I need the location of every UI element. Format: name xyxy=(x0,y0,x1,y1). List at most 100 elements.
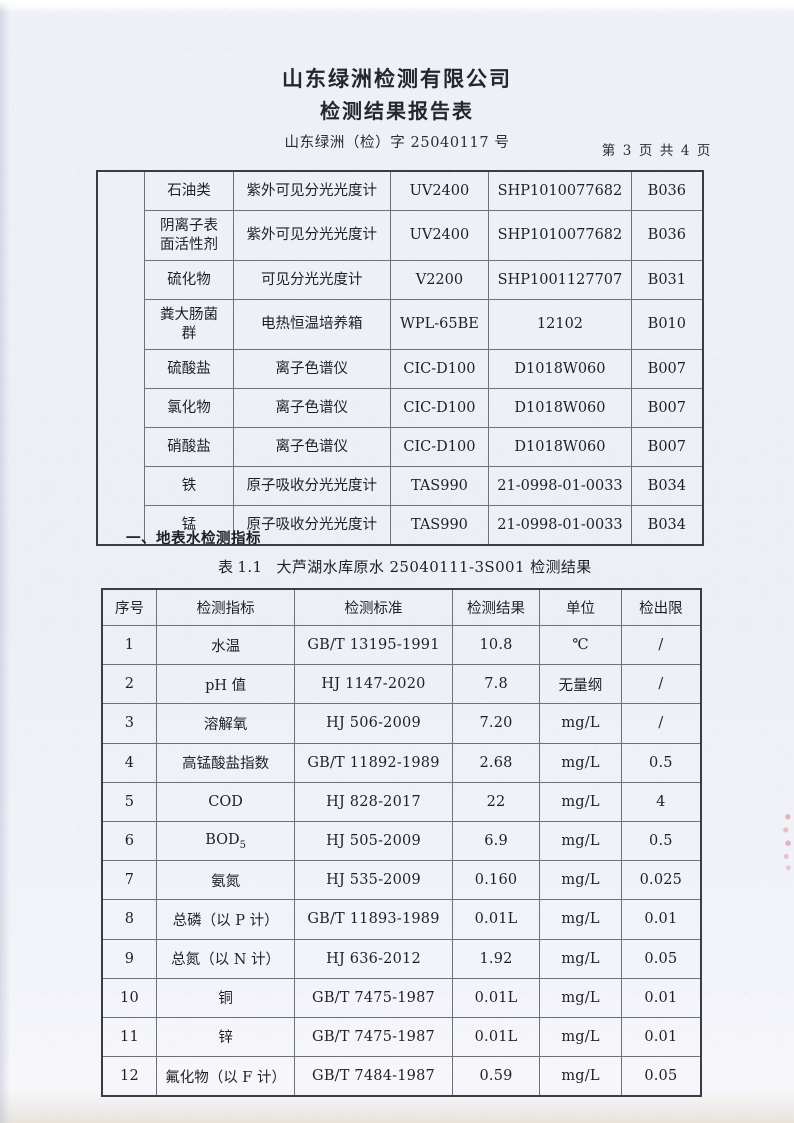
document-header: 山东绿洲检测有限公司 检测结果报告表 山东绿洲（检）字 25040117 号 xyxy=(0,64,794,154)
cell-item: 铁 xyxy=(144,466,234,506)
scan-edge-shadow-left xyxy=(0,0,10,1123)
column-header-item: 检测指标 xyxy=(155,588,296,626)
cell-standard: GB/T 11892-1989 xyxy=(294,742,453,783)
cell-item: 氟化物（以 F 计） xyxy=(155,1056,296,1097)
cell-standard: HJ 636-2012 xyxy=(294,938,453,979)
cell-result: 0.160 xyxy=(451,860,541,901)
cell-standard: HJ 535-2009 xyxy=(294,860,453,901)
cell-unit: mg/L xyxy=(539,938,622,979)
cell-unit: mg/L xyxy=(539,781,622,822)
cell-unit: mg/L xyxy=(539,820,622,862)
cell-item: 总磷（以 P 计） xyxy=(155,899,296,940)
table-row: 8 总磷（以 P 计） GB/T 11893-1989 0.01L mg/L 0.01 xyxy=(101,899,702,940)
cell-no: 12 xyxy=(101,1056,157,1097)
cell-no: 6 xyxy=(101,820,157,862)
cell-model: V2200 xyxy=(389,260,490,300)
cell-device: 紫外可见分光光度计 xyxy=(232,210,391,261)
table-row: 氯化物 离子色谱仪 CIC-D100 D1018W060 B007 xyxy=(97,388,704,428)
cell-code: B034 xyxy=(630,466,704,506)
column-header-result: 检测结果 xyxy=(451,588,541,626)
cell-model: UV2400 xyxy=(389,170,490,211)
cell-serial: D1018W060 xyxy=(488,388,632,428)
column-header-unit: 单位 xyxy=(539,588,622,626)
cell-item: 硝酸盐 xyxy=(144,427,234,467)
cell-unit: mg/L xyxy=(539,1016,622,1058)
cell-unit: mg/L xyxy=(539,977,622,1018)
cell-item: BOD5 xyxy=(155,820,296,862)
cell-limit: 0.025 xyxy=(620,860,702,901)
cell-device: 电热恒温培养箱 xyxy=(232,299,391,350)
cell-standard: HJ 505-2009 xyxy=(294,820,453,862)
cell-device: 离子色谱仪 xyxy=(232,427,391,467)
table-row: 硝酸盐 离子色谱仪 CIC-D100 D1018W060 B007 xyxy=(97,427,704,467)
cell-standard: GB/T 7475-1987 xyxy=(294,1016,453,1058)
table-caption: 表 1.1 大芦湖水库原水 25040111-3S001 检测结果 xyxy=(218,556,592,577)
cell-item: 石油类 xyxy=(144,170,234,211)
cell-limit: 0.01 xyxy=(620,1016,702,1058)
cell-no: 4 xyxy=(101,742,157,783)
cell-model: CIC-D100 xyxy=(389,427,490,467)
instrument-table: 石油类 紫外可见分光光度计 UV2400 SHP1010077682 B036 阴离子表面… xyxy=(96,170,704,546)
cell-item: 高锰酸盐指数 xyxy=(155,742,296,783)
table-row: 11 锌 GB/T 7475-1987 0.01L mg/L 0.01 xyxy=(101,1016,702,1058)
company-name: 山东绿洲检测有限公司 xyxy=(282,67,512,91)
cell-code: B007 xyxy=(630,349,704,389)
cell-result: 1.92 xyxy=(451,938,541,979)
caption-text: 大芦湖水库原水 25040111-3S001 检测结果 xyxy=(276,558,592,576)
cell-limit: 0.05 xyxy=(620,1056,702,1097)
caption-label: 表 xyxy=(218,558,234,576)
page-counter: 第 3 页 共 4 页 xyxy=(601,143,712,159)
cell-result: 0.01L xyxy=(451,899,541,940)
cell-item: 硫酸盐 xyxy=(144,349,234,389)
cell-result: 0.01L xyxy=(451,1016,541,1058)
table-row: 石油类 紫外可见分光光度计 UV2400 SHP1010077682 B036 xyxy=(97,170,704,545)
cell-item: pH 值 xyxy=(155,664,296,705)
cell-limit: 0.5 xyxy=(620,820,702,862)
cell-code: B010 xyxy=(630,299,704,350)
table-row: 7 氨氮 HJ 535-2009 0.160 mg/L 0.025 xyxy=(101,860,702,901)
section-heading: 一、地表水检测指标 xyxy=(126,531,261,547)
cell-no: 11 xyxy=(101,1016,157,1058)
cell-device: 离子色谱仪 xyxy=(232,388,391,428)
cell-item: 阴离子表 面活性剂 xyxy=(144,210,234,261)
cell-result: 0.01L xyxy=(451,977,541,1018)
cell-code: B031 xyxy=(630,260,704,300)
cell-code: B036 xyxy=(630,170,704,211)
instrument-table-margin-cell xyxy=(97,171,146,545)
cell-limit: 0.5 xyxy=(620,742,702,783)
cell-item: 粪大肠菌群 xyxy=(144,299,234,350)
cell-result: 7.20 xyxy=(451,703,541,744)
table-row: 1 水温 GB/T 13195-1991 10.8 ℃ / xyxy=(101,624,702,666)
cell-no: 10 xyxy=(101,977,157,1018)
scan-edge-shadow-top xyxy=(0,0,794,12)
cell-standard: GB/T 7475-1987 xyxy=(294,977,453,1018)
red-stamp-fragment xyxy=(778,812,792,872)
cell-item: 铜 xyxy=(155,977,296,1018)
cell-no: 1 xyxy=(101,624,157,666)
cell-unit: 无量纲 xyxy=(539,664,622,705)
cell-result: 10.8 xyxy=(451,624,541,666)
cell-code: B034 xyxy=(630,505,704,546)
cell-code: B007 xyxy=(630,427,704,467)
cell-limit: / xyxy=(620,624,702,666)
cell-no: 5 xyxy=(101,781,157,822)
table-row: 粪大肠菌群电热恒温培养箱 WPL-65BE 12102 B010 xyxy=(97,299,704,350)
table-row: 2 pH 值 HJ 1147-2020 7.8 无量纲 / xyxy=(101,664,702,705)
table-row: 硫化物 可见分光光度计 V2200 SHP1001127707 B031 xyxy=(97,260,704,300)
cell-model: UV2400 xyxy=(389,210,490,261)
cell-standard: GB/T 13195-1991 xyxy=(294,624,453,666)
cell-device: 原子吸收分光光度计 xyxy=(232,505,391,546)
cell-serial: SHP1010077682 xyxy=(488,170,632,211)
cell-serial: D1018W060 xyxy=(488,427,632,467)
cell-code: B036 xyxy=(630,210,704,261)
results-table-body: 1 水温 GB/T 13195-1991 10.8 ℃/2 pH 值 HJ 1147-202… xyxy=(101,624,702,1097)
cell-no: 7 xyxy=(101,860,157,901)
cell-model: WPL-65BE xyxy=(389,299,490,350)
table-row: 3 溶解氧 HJ 506-2009 7.20 mg/L / xyxy=(101,703,702,744)
cell-result: 0.59 xyxy=(451,1056,541,1097)
cell-code: B007 xyxy=(630,388,704,428)
cell-limit: / xyxy=(620,664,702,705)
cell-item: 总氮（以 N 计） xyxy=(155,938,296,979)
cell-item: 氨氮 xyxy=(155,860,296,901)
cell-item: 水温 xyxy=(155,624,296,666)
